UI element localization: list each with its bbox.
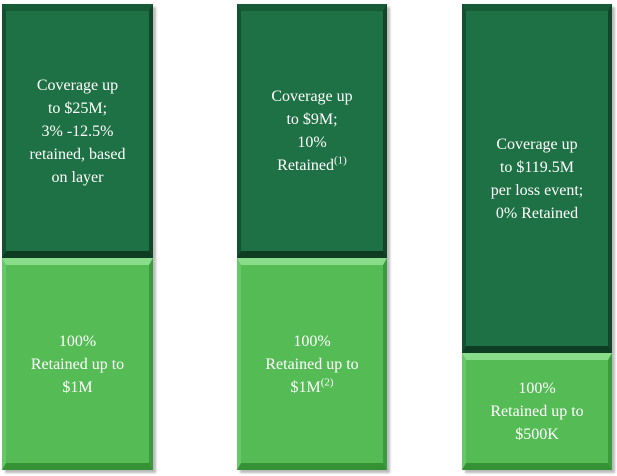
text-line: 3% -12.5%: [41, 122, 114, 140]
text-line: $1M: [62, 378, 93, 396]
text-line: 10%: [297, 134, 327, 151]
tower-3-coverage-label: Coverage up to $119.5M per loss event; 0…: [466, 133, 608, 225]
text-line: 100%: [58, 332, 97, 350]
text-line: 100%: [518, 380, 556, 397]
text-line: Retained up to: [265, 355, 359, 373]
tower-2-coverage-block: Coverage up to $9M; 10% Retained(1): [237, 4, 387, 258]
text-line: per loss event;: [490, 181, 584, 199]
text-line: to $119.5M: [499, 158, 575, 176]
text-line: $1M(2): [290, 376, 334, 396]
tower-3: Coverage up to $119.5M per loss event; 0…: [462, 4, 612, 470]
text-line: 0% Retained: [495, 204, 579, 222]
footnote-superscript: (2): [320, 376, 334, 389]
tower-1-retention-label: 100% Retained up to $1M: [6, 330, 149, 399]
tower-1-coverage-label: Coverage up to $25M; 3% -12.5% retained,…: [6, 74, 149, 189]
tower-3-retention-block: 100% Retained up to $500K: [462, 353, 612, 470]
text-line: to $25M;: [47, 99, 108, 117]
tower-2-retention-label: 100% Retained up to $1M(2): [241, 330, 383, 399]
tower-2-coverage-label: Coverage up to $9M; 10% Retained(1): [241, 85, 383, 177]
footnote-superscript: (1): [334, 154, 347, 167]
tower-2: Coverage up to $9M; 10% Retained(1) 100%…: [237, 4, 387, 470]
text-line: Coverage up: [36, 76, 119, 94]
tower-2-retention-block: 100% Retained up to $1M(2): [237, 258, 387, 470]
text-line: retained, based: [29, 145, 126, 163]
text-line: Coverage up: [271, 88, 353, 105]
tower-1: Coverage up to $25M; 3% -12.5% retained,…: [2, 4, 153, 470]
text-line: to $9M;: [286, 111, 338, 128]
tower-1-retention-block: 100% Retained up to $1M: [2, 258, 153, 470]
tower-3-retention-label: 100% Retained up to $500K: [466, 377, 608, 446]
text-line: Coverage up: [496, 135, 578, 153]
text-line: Retained up to: [30, 355, 125, 373]
text-line: Retained(1): [277, 154, 347, 174]
text-line: 100%: [293, 332, 331, 350]
text-line: Retained up to: [490, 403, 584, 420]
text-line: on layer: [51, 168, 104, 186]
text-line: $500K: [515, 426, 559, 443]
tower-1-coverage-block: Coverage up to $25M; 3% -12.5% retained,…: [2, 4, 153, 258]
tower-3-coverage-block: Coverage up to $119.5M per loss event; 0…: [462, 4, 612, 353]
